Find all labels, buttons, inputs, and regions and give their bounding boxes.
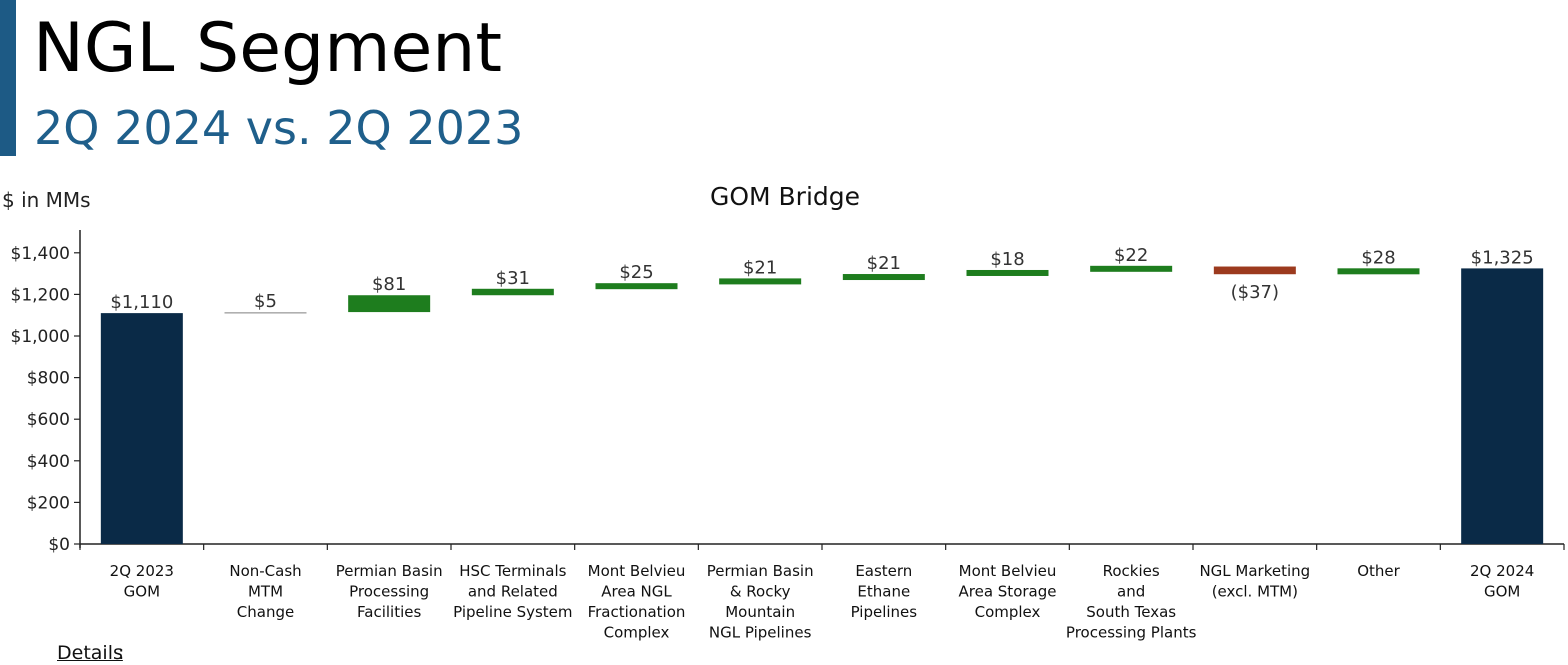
value-label-5: $21 — [743, 257, 777, 278]
y-tick-label: $200 — [27, 493, 70, 513]
value-label-7: $18 — [990, 249, 1024, 270]
y-tick-label: $1,000 — [11, 327, 70, 347]
bar-11 — [1461, 268, 1544, 544]
y-tick-label: $600 — [27, 410, 70, 430]
details-colon: : — [118, 642, 125, 664]
value-label-10: $28 — [1361, 247, 1395, 268]
value-label-1: $5 — [254, 291, 277, 312]
category-label-9: NGL Marketing (excl. MTM) — [1199, 562, 1310, 601]
value-label-6: $21 — [867, 253, 901, 274]
value-label-0: $1,110 — [110, 292, 173, 313]
value-label-2: $81 — [372, 274, 406, 295]
category-label-4: Mont Belvieu Area NGL Fractionation Complex — [588, 562, 686, 642]
value-label-3: $31 — [496, 268, 530, 289]
bar-1 — [224, 312, 307, 314]
y-tick-label: $0 — [48, 535, 70, 555]
bar-2 — [348, 295, 431, 313]
bar-0 — [100, 313, 183, 544]
title-accent-bar — [0, 0, 16, 156]
chart-title: GOM Bridge — [709, 182, 861, 211]
category-label-6: Eastern Ethane Pipelines — [851, 562, 918, 621]
bar-6 — [842, 274, 925, 281]
units-label: $ in MMs — [2, 188, 91, 212]
y-tick-label: $1,200 — [11, 285, 70, 305]
bar-7 — [966, 269, 1049, 276]
bar-9 — [1213, 266, 1296, 275]
category-label-0: 2Q 2023 GOM — [110, 562, 174, 601]
details-label: Details — [57, 642, 123, 664]
category-label-8: Rockies and South Texas Processing Plants — [1066, 562, 1197, 642]
y-tick-label: $1,400 — [11, 244, 70, 264]
y-tick-label: $800 — [27, 369, 70, 389]
page-subtitle: 2Q 2024 vs. 2Q 2023 — [34, 101, 524, 155]
category-label-3: HSC Terminals and Related Pipeline System — [453, 562, 572, 621]
page-title: NGL Segment — [33, 9, 503, 88]
y-tick-label: $400 — [27, 452, 70, 472]
bar-4 — [595, 283, 678, 290]
value-label-11: $1,325 — [1471, 247, 1534, 268]
bar-5 — [719, 278, 802, 285]
value-label-8: $22 — [1114, 245, 1148, 266]
category-label-10: Other — [1357, 562, 1400, 580]
bar-10 — [1337, 268, 1420, 275]
value-label-4: $25 — [619, 262, 653, 283]
category-label-7: Mont Belvieu Area Storage Complex — [959, 562, 1057, 621]
category-label-2: Permian Basin Processing Facilities — [336, 562, 443, 621]
category-label-1: Non-Cash MTM Change — [229, 562, 301, 621]
category-label-11: 2Q 2024 GOM — [1470, 562, 1534, 601]
category-label-5: Permian Basin & Rocky Mountain NGL Pipeline… — [707, 562, 814, 642]
bar-3 — [471, 288, 554, 296]
bar-8 — [1090, 265, 1173, 272]
value-label-9: ($37) — [1231, 282, 1279, 303]
